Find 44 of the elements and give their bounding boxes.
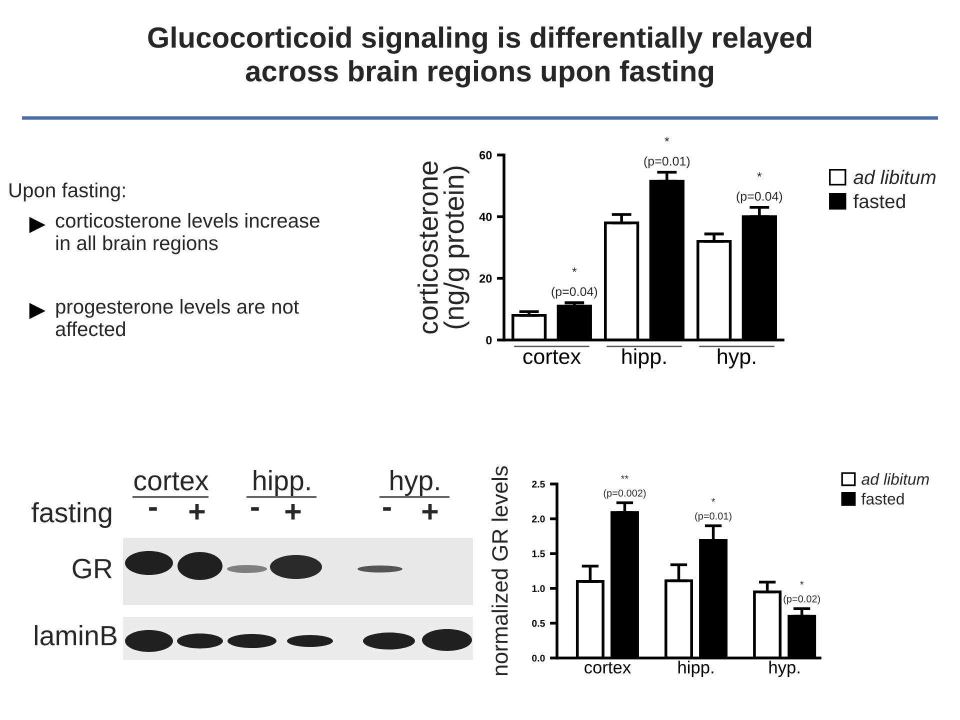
text: + — [422, 504, 438, 520]
legend-label: fasted — [853, 194, 905, 208]
annotation: * (p=0.01) — [644, 137, 690, 168]
text: + — [285, 504, 301, 520]
text: hipp. — [254, 470, 310, 496]
text: Upon fasting: — [10, 182, 125, 202]
y-tick-label: 0.5 — [532, 620, 545, 627]
y-tick-label: 40 — [479, 212, 492, 222]
x-tick-label: hyp. — [769, 660, 800, 677]
y-tick-label: 2.5 — [532, 480, 545, 488]
y-tick-label: 20 — [479, 274, 492, 283]
y-tick-label: 0.0 — [532, 654, 545, 662]
x-tick-label: hipp. — [622, 348, 666, 368]
x-tick-label: cortex — [584, 662, 631, 674]
y-tick-label: 1.0 — [532, 585, 545, 592]
y-tick-label: 0 — [486, 336, 492, 344]
x-tick-label: cortex — [523, 350, 581, 364]
x-tick-label: hyp. — [718, 348, 756, 368]
y-tick-label: 2.0 — [532, 516, 545, 522]
text: progesterone levels are not affected — [56, 299, 299, 336]
text: Glucocorticoid signaling is differentially relayed across brain regions upon fasting — [148, 26, 812, 88]
x-tick-label: hipp. — [678, 660, 714, 677]
annotation: * (p=0.01) — [695, 498, 732, 522]
text: fasting — [32, 502, 112, 528]
y-tick-label: 1.5 — [532, 550, 545, 558]
annotation: * (p=0.04) — [736, 172, 782, 204]
annotation: * (p=0.04) — [552, 268, 598, 299]
text: laminB — [34, 625, 117, 646]
text: GR — [72, 558, 112, 578]
y-axis-title: corticosterone (ng/g protein) — [418, 161, 470, 334]
legend-label: ad libitum — [854, 170, 936, 184]
annotation: * (p=0.02) — [784, 581, 820, 604]
text: corticosterone levels increase in all brain regions — [56, 213, 320, 254]
text: hyp. — [390, 470, 439, 496]
y-axis-title: normalized GR levels — [492, 466, 508, 676]
annotation: ** (p=0.002) — [604, 475, 646, 499]
text: - — [149, 507, 157, 511]
legend-label: ad libitum — [862, 473, 929, 485]
text: - — [251, 507, 259, 511]
y-tick-label: 60 — [479, 151, 492, 160]
legend-label: fasted — [861, 492, 904, 505]
text: cortex — [134, 472, 209, 490]
text: - — [383, 507, 391, 511]
text: + — [189, 504, 205, 520]
